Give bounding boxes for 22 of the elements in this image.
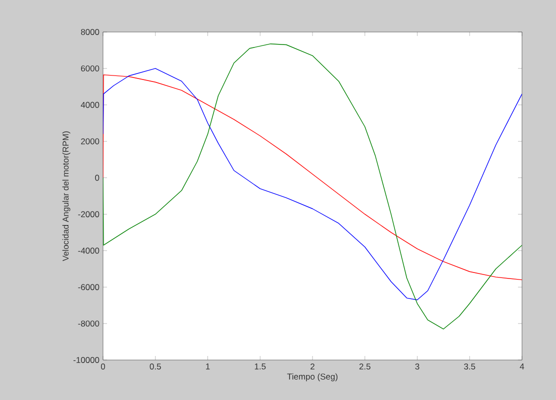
x-tick-label: 2: [310, 364, 314, 370]
y-tick-label: -8000: [78, 320, 100, 327]
y-axis-title: Velocidad Angular del motor(RPM): [62, 131, 70, 262]
x-tick-label: 3.5: [464, 364, 476, 370]
y-tick-label: 4000: [80, 102, 100, 108]
y-tick-label: 2000: [81, 138, 100, 144]
x-tick-label: 1: [206, 364, 210, 370]
y-tick-label: -10000: [73, 357, 100, 363]
x-tick-label: 0: [100, 364, 106, 370]
x-tick-label: 4: [520, 364, 524, 370]
x-tick-label: 0.5: [150, 364, 161, 370]
y-tick-label: 0: [95, 174, 100, 181]
y-tick-label: -4000: [78, 248, 100, 254]
y-tick-label: 6000: [81, 65, 100, 72]
y-tick-label: 8000: [81, 29, 100, 35]
x-tick-label: 3: [415, 364, 420, 370]
x-tick-label: 1.5: [254, 364, 266, 370]
y-tick-label: -2000: [78, 211, 100, 218]
y-tick-label: -6000: [78, 284, 100, 290]
line-series: [103, 43, 522, 330]
x-axis-title: Tiempo (Seg): [287, 373, 338, 382]
x-tick-label: 2.5: [359, 364, 370, 370]
